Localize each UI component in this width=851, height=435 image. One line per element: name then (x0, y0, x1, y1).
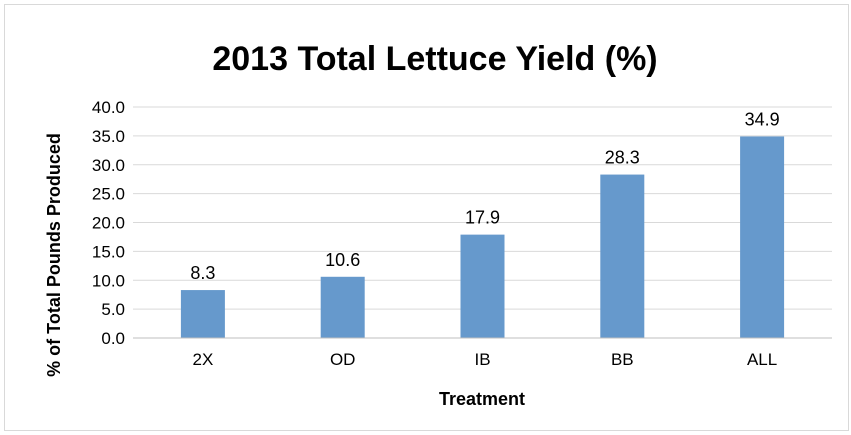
data-label: 10.6 (325, 250, 360, 270)
chart-frame (4, 4, 849, 431)
bar (180, 290, 225, 338)
y-axis-title: % of Total Pounds Produced (44, 133, 64, 377)
x-tick-label: 2X (193, 350, 214, 369)
data-label: 8.3 (190, 263, 215, 283)
y-tick-label: 20.0 (92, 214, 125, 233)
y-tick-label: 30.0 (92, 156, 125, 175)
data-label: 17.9 (465, 208, 500, 228)
y-tick-label: 35.0 (92, 127, 125, 146)
x-tick-label: ALL (747, 350, 777, 369)
y-tick-label: 25.0 (92, 185, 125, 204)
y-tick-label: 15.0 (92, 242, 125, 261)
x-tick-label: BB (611, 350, 634, 369)
y-tick-label: 0.0 (101, 329, 125, 348)
bars (180, 136, 785, 338)
y-tick-label: 5.0 (101, 300, 125, 319)
y-tick-labels: 0.0 5.0 10.0 15.0 20.0 25.0 30.0 35.0 40.0 (92, 98, 125, 348)
data-label: 34.9 (745, 109, 780, 129)
data-label: 28.3 (605, 148, 640, 168)
x-axis-title: Treatment (439, 389, 525, 409)
x-tick-label: OD (330, 350, 356, 369)
bar (740, 136, 785, 338)
chart-title: 2013 Total Lettuce Yield (%) (212, 40, 657, 78)
bar (600, 174, 645, 338)
x-tick-labels: 2X OD IB BB ALL (193, 350, 778, 369)
y-tick-label: 40.0 (92, 98, 125, 117)
y-tick-label: 10.0 (92, 271, 125, 290)
x-tick-label: IB (474, 350, 490, 369)
gridlines (133, 106, 832, 310)
bar (320, 276, 365, 338)
data-labels: 8.3 10.6 17.9 28.3 34.9 (190, 109, 779, 283)
bar (460, 234, 505, 338)
